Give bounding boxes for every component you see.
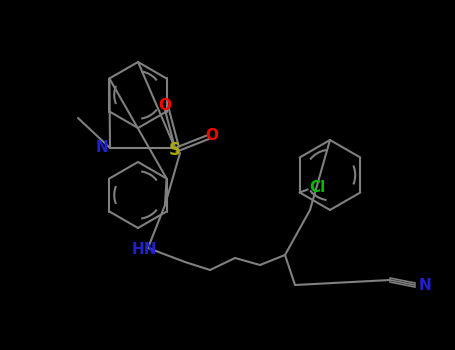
Text: O: O	[206, 127, 218, 142]
Text: O: O	[158, 98, 172, 113]
Text: Cl: Cl	[309, 180, 326, 195]
Text: S: S	[169, 141, 181, 159]
Text: HN: HN	[131, 243, 157, 258]
Text: N: N	[419, 278, 431, 293]
Text: N: N	[96, 140, 108, 155]
